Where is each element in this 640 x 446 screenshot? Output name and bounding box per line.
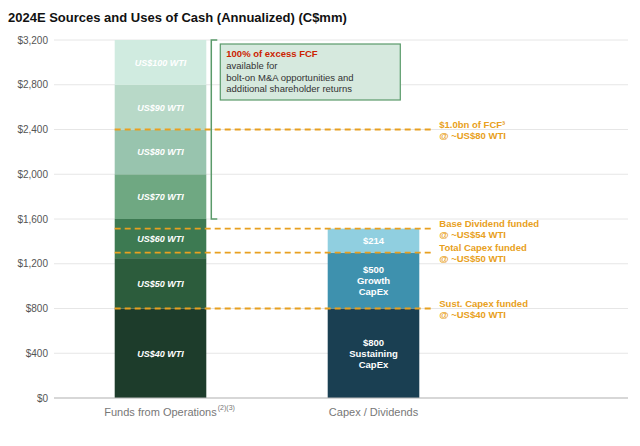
text-line: US$100 WTI <box>135 58 187 68</box>
text-line: $1.0bn of FCF³ <box>439 119 505 130</box>
x-tick-label: Capex / Dividends <box>329 406 419 418</box>
text-line: CapEx <box>359 359 389 370</box>
annotation-bold: 100% of excess FCF <box>226 48 318 59</box>
text-line: US$60 WTI <box>137 234 184 244</box>
text-line: @ ~US$40 WTI <box>439 309 506 320</box>
segment-label: $500GrowthCapEx <box>357 264 390 297</box>
bar-segment <box>115 40 207 85</box>
x-tick-label: Funds from Operations <box>104 406 217 418</box>
segment-label: $214 <box>363 235 385 246</box>
grid-line <box>54 398 628 399</box>
bar-segment <box>328 309 420 399</box>
text-line: Growth <box>357 275 390 286</box>
text-line: US$40 WTI <box>137 349 184 359</box>
bars <box>115 40 420 398</box>
segment-labels: US$40 WTI US$50 WTI US$60 WTI US$70 WTI US$8… <box>135 58 398 370</box>
y-tick-label: $2,800 <box>17 79 48 90</box>
segment-label: US$100 WTI <box>135 58 187 68</box>
text-line: @ ~US$80 WTI <box>439 130 506 141</box>
reference-line <box>115 308 434 310</box>
text-line: $800 <box>363 337 384 348</box>
text-line: US$90 WTI <box>137 103 184 113</box>
bar-segment <box>115 85 207 130</box>
bar-segment <box>328 229 420 253</box>
segment-label: $800SustainingCapEx <box>349 337 398 370</box>
text-line: @ ~US$54 WTI <box>439 229 506 240</box>
text-line: bolt-on M&A opportunities and <box>226 72 353 83</box>
x-label-note: (2)(3) <box>218 404 235 412</box>
text-line: US$70 WTI <box>137 192 184 202</box>
text-line: Total Capex funded <box>439 242 527 253</box>
text-line: @ ~US$50 WTI <box>439 253 506 264</box>
reference-label: Total Capex funded@ ~US$50 WTI <box>439 242 527 264</box>
y-tick-label: $2,400 <box>17 124 48 135</box>
reference-label: Base Dividend funded@ ~US$54 WTI <box>439 218 539 240</box>
text-line: additional shareholder returns <box>226 83 352 94</box>
y-tick-label: $400 <box>26 348 49 359</box>
bar-segment <box>115 309 207 399</box>
y-tick-label: $0 <box>37 393 49 404</box>
reference-line <box>115 129 434 131</box>
text-line: $500 <box>363 264 384 275</box>
y-tick-label: $1,600 <box>17 214 48 225</box>
x-axis <box>54 398 628 399</box>
text-line: CapEx <box>359 286 389 297</box>
text-line: US$80 WTI <box>137 147 184 157</box>
segment-label: US$80 WTI <box>137 147 184 157</box>
text-line: Sust. Capex funded <box>439 298 528 309</box>
bar-segment <box>328 253 420 309</box>
text-line: $214 <box>363 235 385 246</box>
segment-label: US$90 WTI <box>137 103 184 113</box>
grid-line <box>54 129 628 130</box>
grid <box>54 40 628 398</box>
text-line: US$50 WTI <box>137 279 184 289</box>
text-line: Base Dividend funded <box>439 218 539 229</box>
segment-label: US$50 WTI <box>137 279 184 289</box>
chart: 2024E Sources and Uses of Cash (Annualiz… <box>0 0 640 446</box>
reference-line <box>115 252 434 254</box>
y-tick-label: $2,000 <box>17 169 48 180</box>
y-tick-label: $3,200 <box>17 35 48 46</box>
segment-label: US$70 WTI <box>137 192 184 202</box>
segment-label: US$60 WTI <box>137 234 184 244</box>
bar-segment <box>115 130 207 175</box>
y-tick-label: $800 <box>26 303 49 314</box>
reference-label: $1.0bn of FCF³@ ~US$80 WTI <box>439 119 506 141</box>
reference-label: Sust. Capex funded@ ~US$40 WTI <box>439 298 528 320</box>
title: 2024E Sources and Uses of Cash (Annualiz… <box>8 10 347 25</box>
annotation-text: available forbolt-on M&A opportunities a… <box>226 60 353 94</box>
text-line: available for <box>226 60 277 71</box>
reference-line <box>115 228 434 230</box>
bar-segment <box>115 174 207 219</box>
bar-segment <box>115 258 207 308</box>
text-line: Sustaining <box>349 348 398 359</box>
segment-label: US$40 WTI <box>137 349 184 359</box>
annotation-box <box>220 44 400 100</box>
annotation-brace <box>211 40 217 219</box>
y-tick-label: $1,200 <box>17 258 48 269</box>
